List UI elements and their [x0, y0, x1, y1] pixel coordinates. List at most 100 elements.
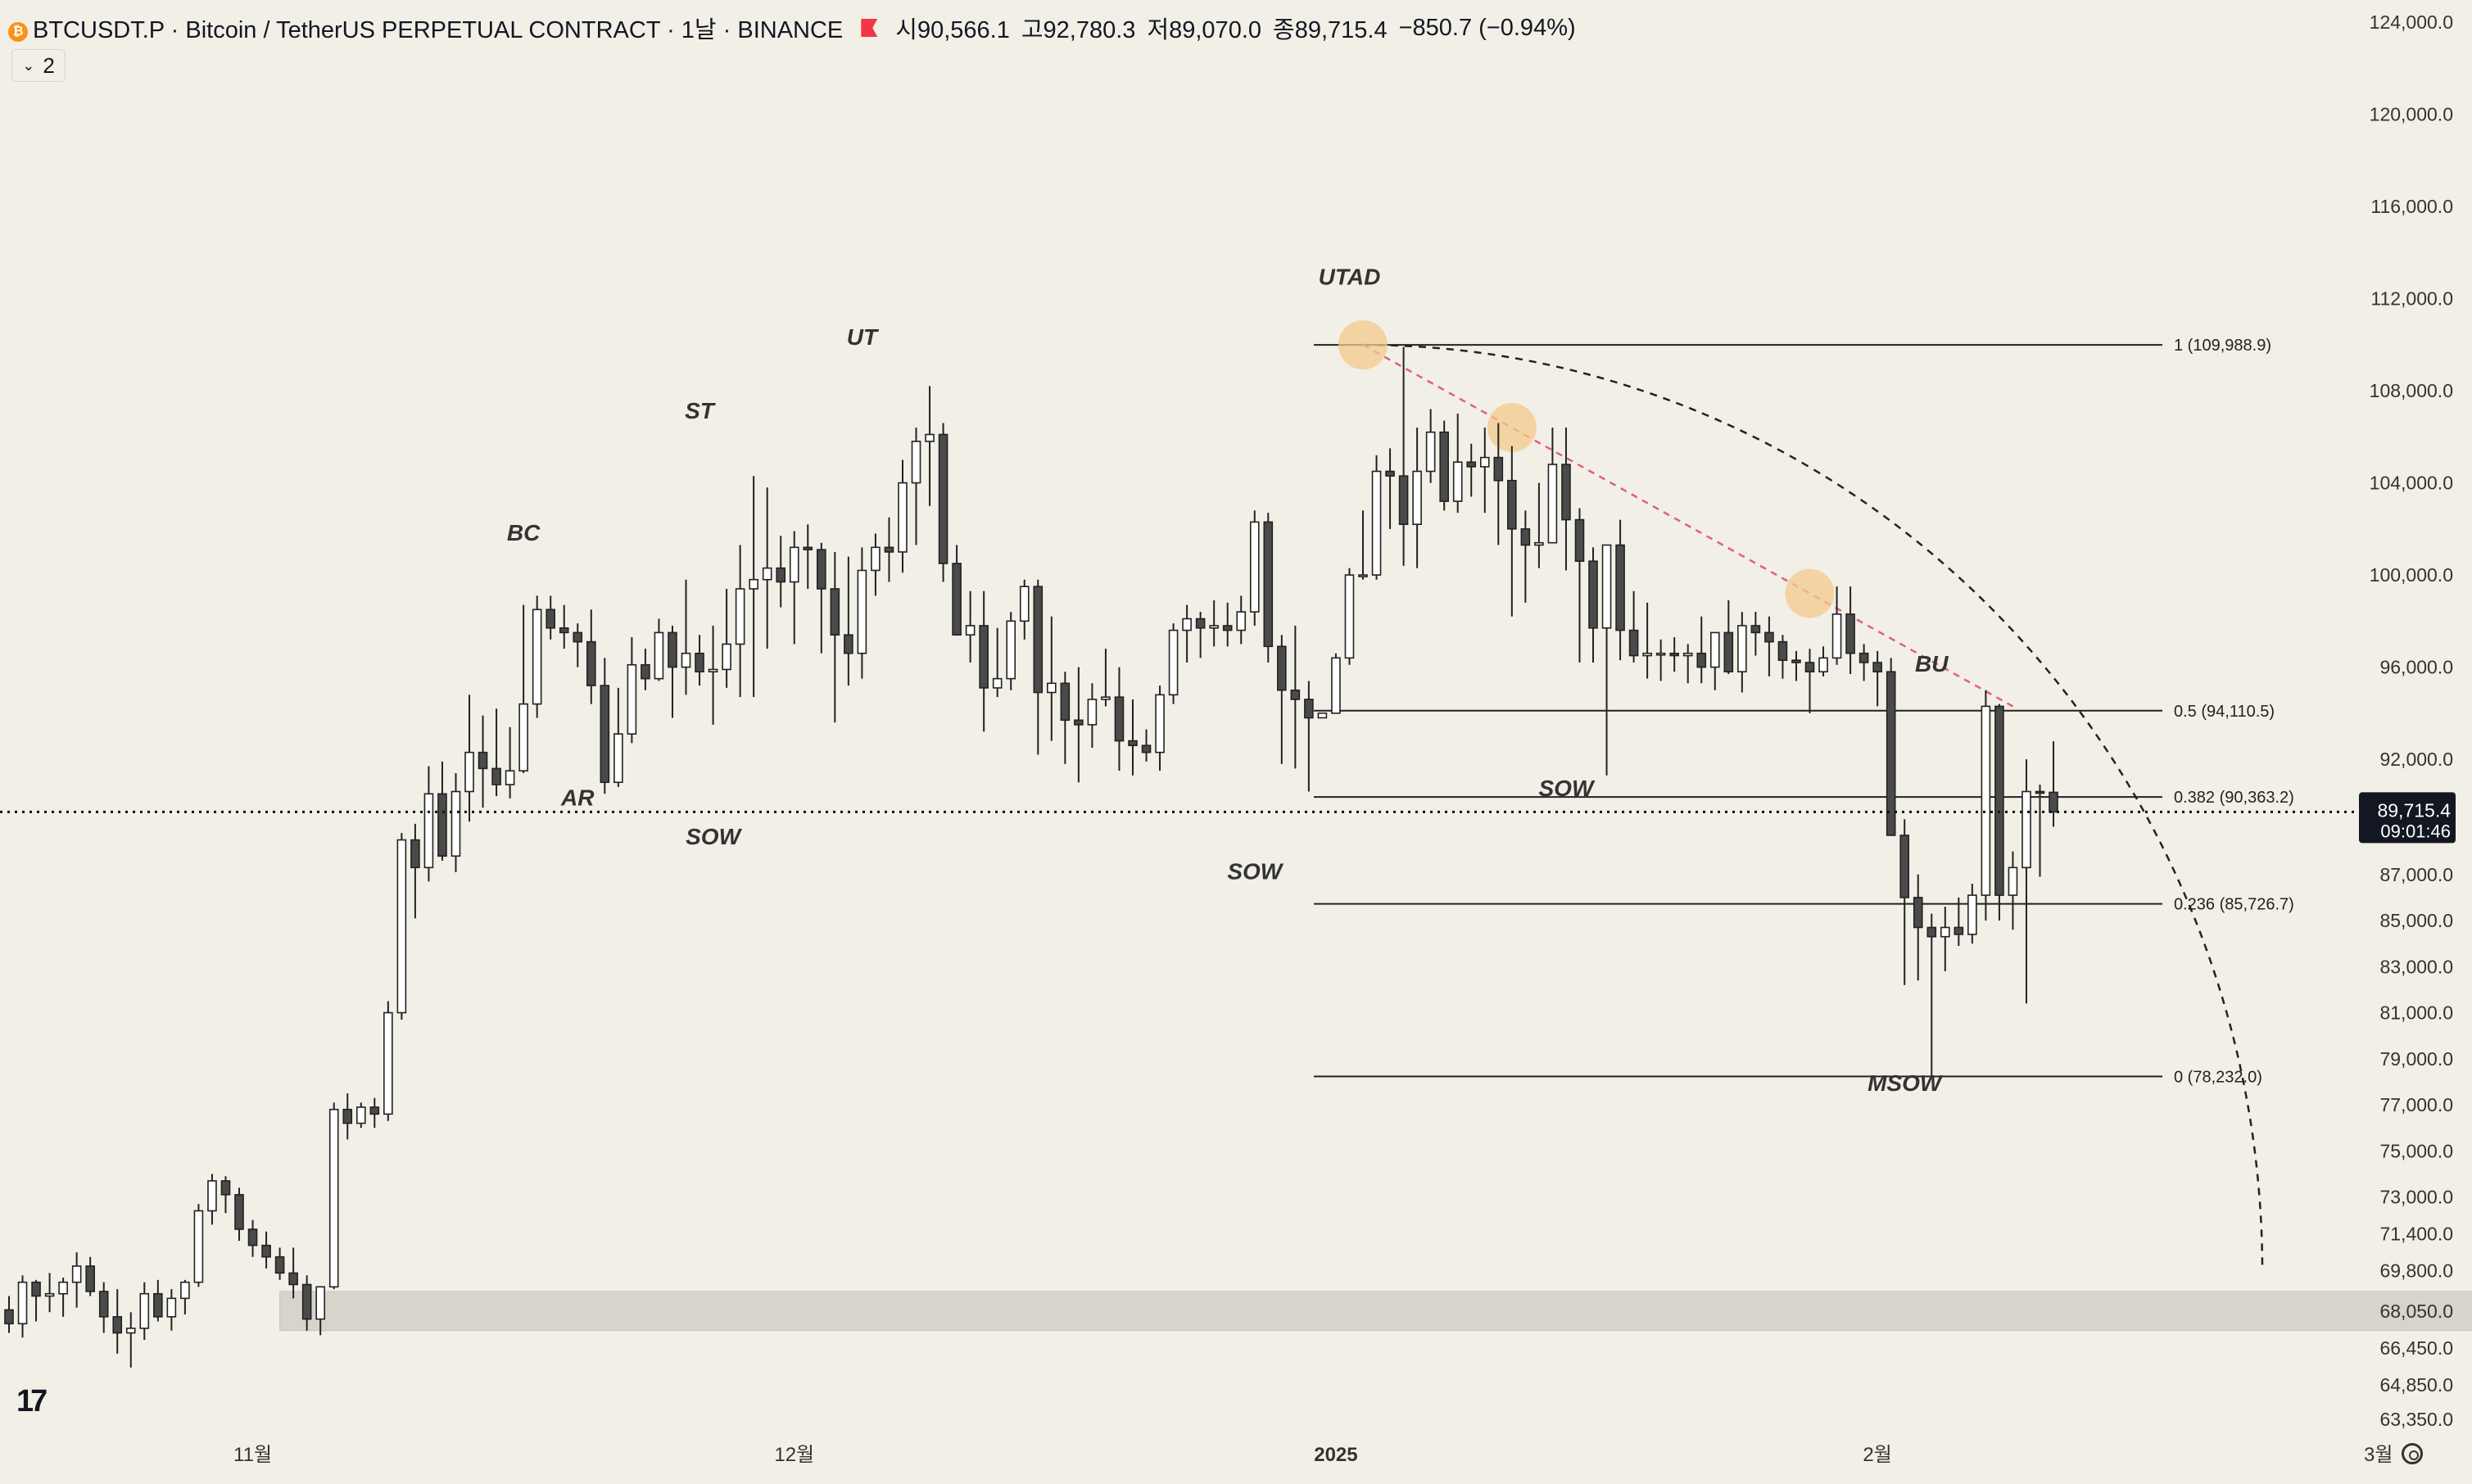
highlight-circle [1487, 403, 1537, 453]
candle-down [586, 640, 596, 686]
candle-down [938, 433, 949, 564]
candle-down [2035, 790, 2045, 794]
candle-down [1723, 631, 1734, 673]
candle-down [1926, 926, 1937, 938]
candle-down [816, 549, 826, 590]
candle-up [1331, 657, 1341, 714]
candle-up [1182, 618, 1192, 631]
price-axis-tick: 85,000.0 [2379, 910, 2453, 931]
candle-up [1344, 574, 1355, 659]
candle-down [247, 1228, 258, 1246]
wyckoff-label: AR [560, 785, 595, 810]
price-axis-tick: 75,000.0 [2379, 1140, 2453, 1161]
price-axis-tick: 66,450.0 [2379, 1337, 2453, 1359]
candle-down [234, 1193, 244, 1230]
red-flag-icon[interactable] [861, 19, 877, 37]
symbol-title[interactable]: BTCUSDT.P · Bitcoin / TetherUS PERPETUAL… [33, 17, 844, 43]
candle-up [749, 578, 758, 590]
candle-up [1967, 894, 1977, 935]
candle-down [478, 751, 488, 770]
candle-up [1087, 699, 1098, 726]
candle-down [85, 1265, 95, 1292]
price-axis-tick: 100,000.0 [2370, 564, 2453, 586]
candle-up [193, 1210, 204, 1283]
candle-down [288, 1272, 298, 1286]
candle-up [898, 482, 908, 553]
candle-down [1994, 705, 2004, 896]
candle-up [328, 1108, 339, 1288]
price-axis-tick: 108,000.0 [2370, 380, 2453, 401]
candle-down [668, 631, 677, 668]
price-axis-tick: 120,000.0 [2370, 104, 2453, 125]
candle-down [301, 1283, 312, 1320]
price-axis-tick: 68,050.0 [2379, 1301, 2453, 1322]
candle-down [153, 1292, 163, 1318]
candle-down [1466, 461, 1477, 468]
candle-up [1006, 620, 1016, 680]
symbol-header[interactable]: ₿ BTCUSDT.P · Bitcoin / TetherUS PERPETU… [8, 10, 1587, 46]
candle-down [844, 634, 853, 654]
candle-up [708, 668, 718, 673]
candle-up [1236, 611, 1247, 631]
candle-down [600, 685, 610, 784]
candle-down [1669, 652, 1679, 657]
candle-up [44, 1292, 55, 1297]
time-axis-tick: 2월 [1863, 1444, 1891, 1466]
time-axis-tick: 3월 [2364, 1444, 2393, 1466]
candle-up [383, 1011, 393, 1115]
wyckoff-label: SOW [1227, 858, 1284, 884]
wyckoff-label: SOW [686, 824, 742, 849]
tradingview-logo[interactable]: 17 [16, 1384, 48, 1418]
candle-up [722, 643, 731, 671]
candle-down [1060, 682, 1071, 722]
candle-down [4, 1309, 14, 1325]
layers-count: 2 [43, 52, 55, 78]
price-axis-tick: 69,800.0 [2379, 1260, 2453, 1282]
candle-up [166, 1297, 177, 1318]
candle-down [1750, 625, 1761, 634]
candle-down [1141, 744, 1152, 753]
indicator-layers-button[interactable]: ⌄ 2 [11, 49, 66, 82]
candle-up [1737, 625, 1747, 673]
candle-down [695, 652, 704, 673]
price-axis-tick: 77,000.0 [2379, 1094, 2453, 1115]
candle-down [1804, 662, 1815, 673]
ohlc-high: 고92,780.3 [1021, 17, 1136, 43]
candle-up [1249, 521, 1260, 613]
candle-down [546, 609, 556, 629]
wyckoff-label: ST [685, 398, 717, 423]
price-axis-tick: 96,000.0 [2379, 657, 2453, 678]
candle-up [992, 677, 1003, 689]
candle-up [315, 1286, 325, 1320]
candle-up [423, 793, 434, 869]
candle-up [1425, 431, 1436, 473]
candle-down [1954, 926, 1964, 935]
candle-up [627, 663, 637, 735]
candle-up [925, 433, 935, 442]
candle-up [789, 546, 799, 583]
ohlc-change: −850.7 (−0.94%) [1398, 14, 1576, 41]
candle-down [776, 567, 786, 583]
candle-down [1493, 456, 1504, 482]
candle-down [884, 546, 894, 553]
candle-down [830, 588, 840, 636]
fib-level-label: 0 (78,232.0) [2174, 1068, 2262, 1086]
candle-down [1195, 618, 1206, 629]
candle-down [1439, 431, 1449, 502]
candle-up [355, 1106, 366, 1124]
candle-up [139, 1292, 150, 1329]
current-price-value: 89,715.4 [2377, 799, 2451, 821]
candle-down [641, 663, 650, 680]
wyckoff-label: BC [507, 520, 541, 545]
candle-down [1777, 640, 1788, 661]
price-axis-tick: 104,000.0 [2370, 473, 2453, 494]
current-price-tag [2359, 792, 2456, 844]
gear-icon[interactable] [2402, 1443, 2423, 1464]
candle-up [1412, 470, 1422, 526]
candle-up [464, 751, 474, 793]
candle-up [735, 588, 745, 645]
chevron-down-icon: ⌄ [22, 57, 35, 74]
candle-down [410, 839, 420, 869]
candle-up [450, 790, 461, 857]
